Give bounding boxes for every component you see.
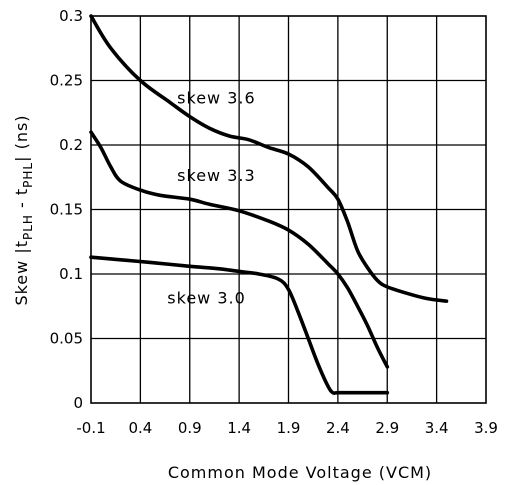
x-tick-label: 3.4 — [425, 419, 449, 437]
series-annotations: skew 3.6 skew 3.3 skew 3.0 — [167, 89, 256, 308]
grid — [91, 16, 486, 403]
y-tick-label: 0.05 — [50, 330, 83, 348]
series-line-skew-3-3 — [89, 130, 390, 369]
x-tick-label: 2.9 — [375, 419, 399, 437]
x-axis-title: Common Mode Voltage (VCM) — [168, 463, 432, 482]
y-tick-label: 0.1 — [59, 265, 83, 283]
x-tick-label: 1.9 — [277, 419, 301, 437]
x-tick-label: 2.4 — [326, 419, 350, 437]
y-tick-label: 0.2 — [59, 136, 83, 154]
x-tick-label: 3.9 — [474, 419, 498, 437]
series-label: skew 3.6 — [177, 89, 256, 108]
x-tick-label: 1.4 — [227, 419, 251, 437]
plot-frame — [90, 15, 487, 404]
series-line-skew-3-0 — [89, 255, 390, 395]
x-tick-label: -0.1 — [76, 419, 105, 437]
y-tick-label: 0.15 — [50, 201, 83, 219]
series-label: skew 3.3 — [177, 166, 256, 185]
y-tick-label: 0.3 — [59, 7, 83, 25]
y-tick-label: 0 — [73, 394, 83, 412]
y-tick-labels: 0 0.05 0.1 0.15 0.2 0.25 0.3 — [50, 7, 83, 412]
x-tick-label: 0.4 — [128, 419, 152, 437]
y-axis-title: Skew |tPLH - tPHL| (ns) — [12, 114, 35, 305]
series-label: skew 3.0 — [167, 289, 246, 308]
x-tick-label: 0.9 — [178, 419, 202, 437]
x-tick-labels: -0.1 0.4 0.9 1.4 1.9 2.4 2.9 3.4 3.9 — [76, 419, 498, 437]
series-lines — [89, 14, 449, 395]
y-tick-label: 0.25 — [50, 72, 83, 90]
series-line-skew-3-6 — [89, 14, 449, 303]
